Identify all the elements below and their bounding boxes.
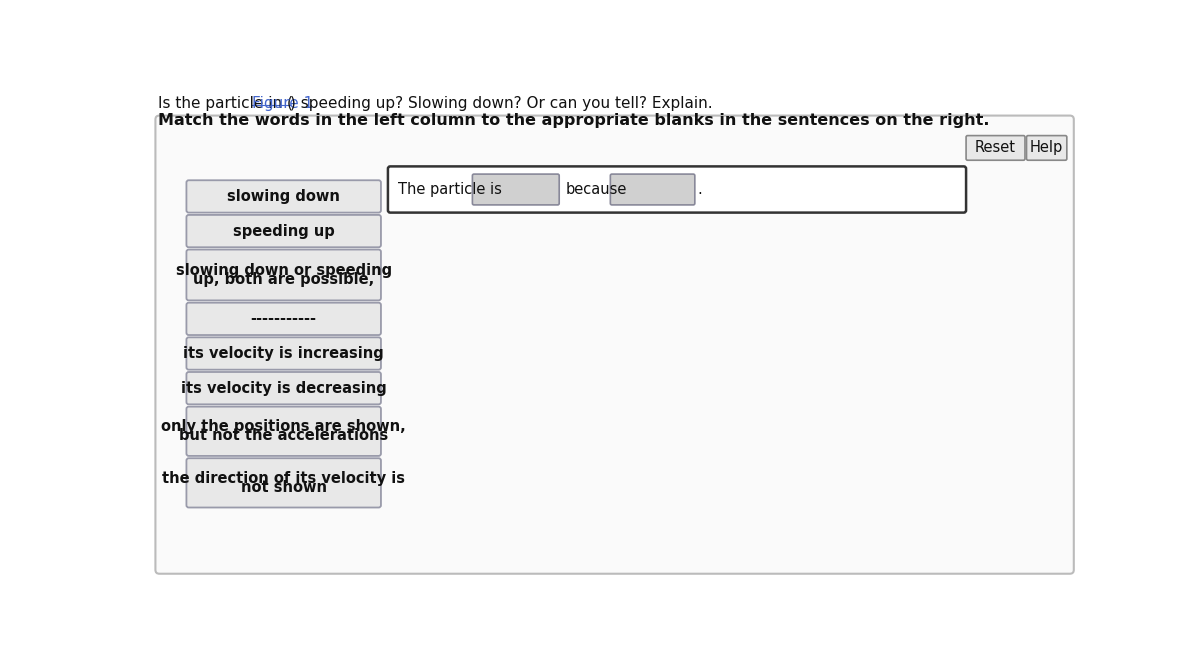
FancyBboxPatch shape [186, 458, 380, 508]
FancyBboxPatch shape [966, 136, 1025, 160]
FancyBboxPatch shape [186, 407, 380, 456]
Text: Is the particle in (: Is the particle in ( [157, 96, 293, 111]
Text: the direction of its velocity is: the direction of its velocity is [162, 471, 406, 486]
Text: Figure 1: Figure 1 [252, 96, 313, 111]
FancyBboxPatch shape [186, 372, 380, 404]
Text: not shown: not shown [241, 480, 326, 495]
FancyBboxPatch shape [611, 174, 695, 205]
Text: Match the words in the left column to the appropriate blanks in the sentences on: Match the words in the left column to th… [157, 112, 989, 128]
FancyBboxPatch shape [186, 337, 380, 369]
FancyBboxPatch shape [473, 174, 559, 205]
FancyBboxPatch shape [186, 180, 380, 212]
Text: up, both are possible,: up, both are possible, [193, 272, 374, 287]
Text: The particle is: The particle is [398, 182, 502, 197]
Text: .: . [697, 182, 702, 197]
Text: Reset: Reset [976, 140, 1016, 156]
Text: only the positions are shown,: only the positions are shown, [161, 419, 406, 434]
Text: slowing down or speeding: slowing down or speeding [175, 263, 391, 278]
FancyBboxPatch shape [186, 303, 380, 335]
Text: but not the accelerations: but not the accelerations [179, 428, 389, 444]
Text: its velocity is increasing: its velocity is increasing [184, 346, 384, 361]
Text: Help: Help [1030, 140, 1063, 156]
Text: ) speeding up? Slowing down? Or can you tell? Explain.: ) speeding up? Slowing down? Or can you … [290, 96, 713, 111]
FancyBboxPatch shape [186, 250, 380, 301]
FancyBboxPatch shape [388, 166, 966, 212]
Text: speeding up: speeding up [233, 224, 335, 238]
FancyBboxPatch shape [156, 116, 1074, 574]
Text: because: because [565, 182, 626, 197]
FancyBboxPatch shape [1026, 136, 1067, 160]
Text: its velocity is decreasing: its velocity is decreasing [181, 381, 386, 395]
FancyBboxPatch shape [186, 215, 380, 247]
Text: -----------: ----------- [251, 311, 317, 327]
Text: slowing down: slowing down [227, 189, 340, 204]
